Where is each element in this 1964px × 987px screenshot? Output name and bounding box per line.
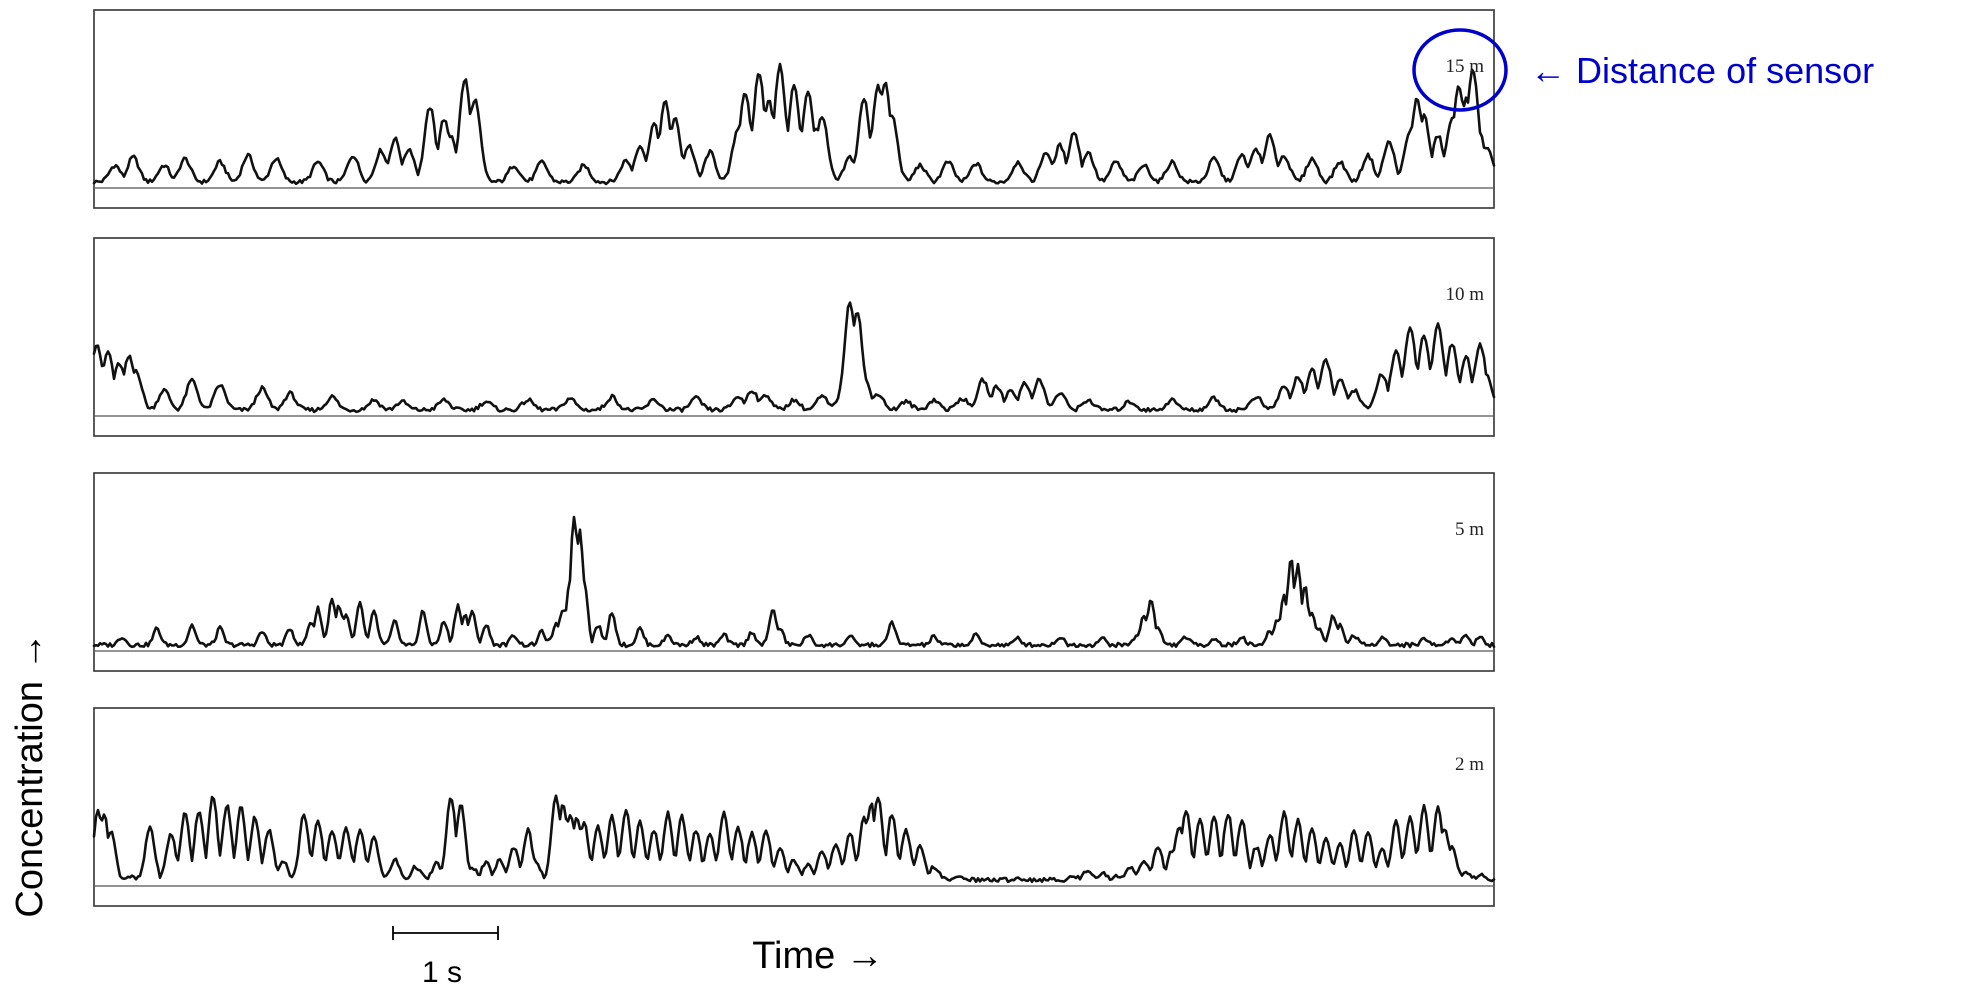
trace-2m [92,794,1496,884]
distance-label-5m: 5 m [1455,519,1484,540]
scale-bar: 1 s [392,926,499,987]
panel-5m: 5 m [92,472,1496,672]
distance-label-2m: 2 m [1455,754,1484,775]
panel-2m: 2 m [92,707,1496,907]
trace-5m [92,515,1496,649]
panel-frame [93,472,1495,672]
trace-10m [92,301,1496,414]
panel-frame [93,707,1495,907]
panel-10m: 10 m [92,237,1496,437]
distance-label-15m: 15 m [1445,56,1484,77]
distance-highlight-circle [1412,28,1508,112]
x-axis-title: Time → [752,935,884,977]
scale-bar-label: 1 s [422,956,462,987]
distance-label-10m: 10 m [1445,284,1484,305]
y-axis-title: Concentration → [9,632,51,917]
panels-group: 15 m 10 m 5 m 2 m [92,9,1496,907]
panel-15m: 15 m [92,9,1496,209]
trace-15m [92,62,1496,186]
distance-annotation-label: ← Distance of sensor [1530,50,1874,91]
